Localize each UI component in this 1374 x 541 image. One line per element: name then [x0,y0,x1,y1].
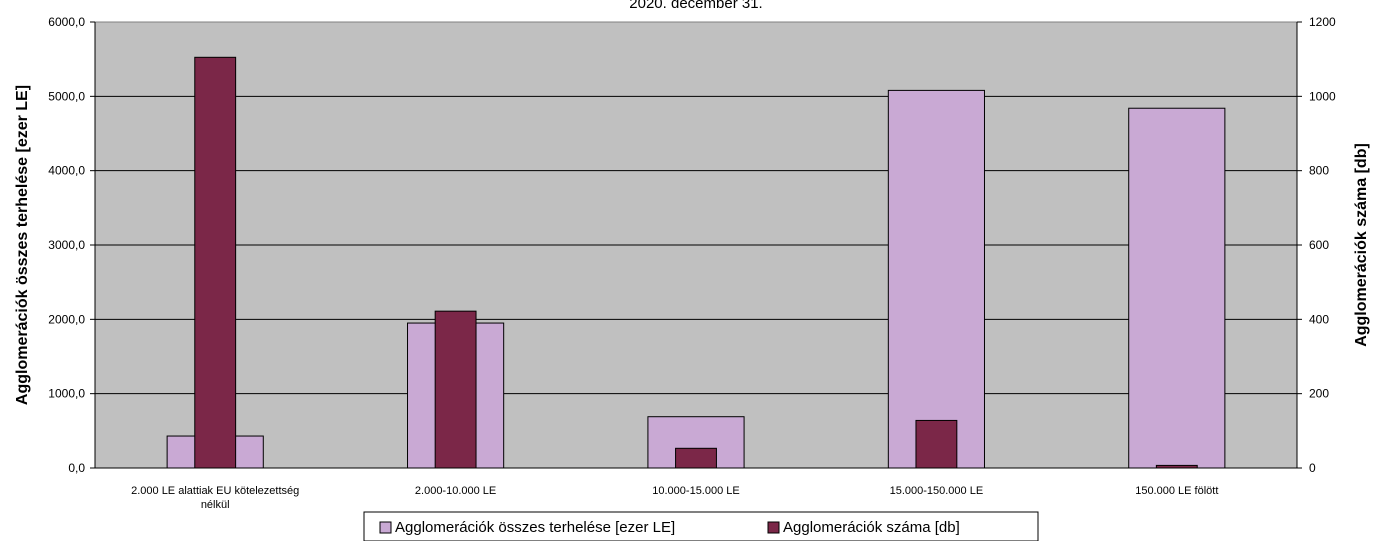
bar-terheles [1129,108,1225,468]
x-tick-label: 15.000-150.000 LE [890,485,984,497]
legend-swatch-szama [768,522,779,533]
bar-szama [435,311,476,468]
y2-tick-label: 1000 [1309,89,1336,103]
y2-tick-label: 800 [1309,164,1329,178]
legend-swatch-terheles [380,522,391,533]
y-axis-title: Agglomerációk összes terhelése [ezer LE] [14,85,31,405]
y2-tick-label: 1200 [1309,15,1336,29]
legend-label-terheles: Agglomerációk összes terhelése [ezer LE] [395,519,675,536]
y-tick-label: 1000,0 [48,387,85,401]
x-tick-label: nélkül [201,499,230,511]
y2-tick-label: 400 [1309,312,1329,326]
bar-szama [916,420,957,468]
bar-szama [195,57,236,468]
bar-terheles [888,90,984,468]
legend-label-szama: Agglomerációk száma [db] [783,519,960,536]
y-tick-label: 0,0 [68,461,85,475]
x-tick-label: 150.000 LE fölött [1135,485,1218,497]
x-tick-label: 2.000-10.000 LE [415,485,496,497]
y2-axis-title: Agglomerációk száma [db] [1353,143,1370,347]
y-tick-label: 5000,0 [48,89,85,103]
y-tick-label: 4000,0 [48,164,85,178]
bar-szama [1156,465,1197,468]
y-tick-label: 3000,0 [48,238,85,252]
y2-tick-label: 200 [1309,387,1329,401]
y2-tick-label: 600 [1309,238,1329,252]
y2-tick-label: 0 [1309,461,1316,475]
chart-title: 2020. december 31. [629,0,762,12]
x-tick-label: 2.000 LE alattiak EU kötelezettség [131,485,299,497]
y-tick-label: 2000,0 [48,312,85,326]
x-tick-label: 10.000-15.000 LE [652,485,739,497]
bar-szama [676,448,717,468]
y-tick-label: 6000,0 [48,15,85,29]
